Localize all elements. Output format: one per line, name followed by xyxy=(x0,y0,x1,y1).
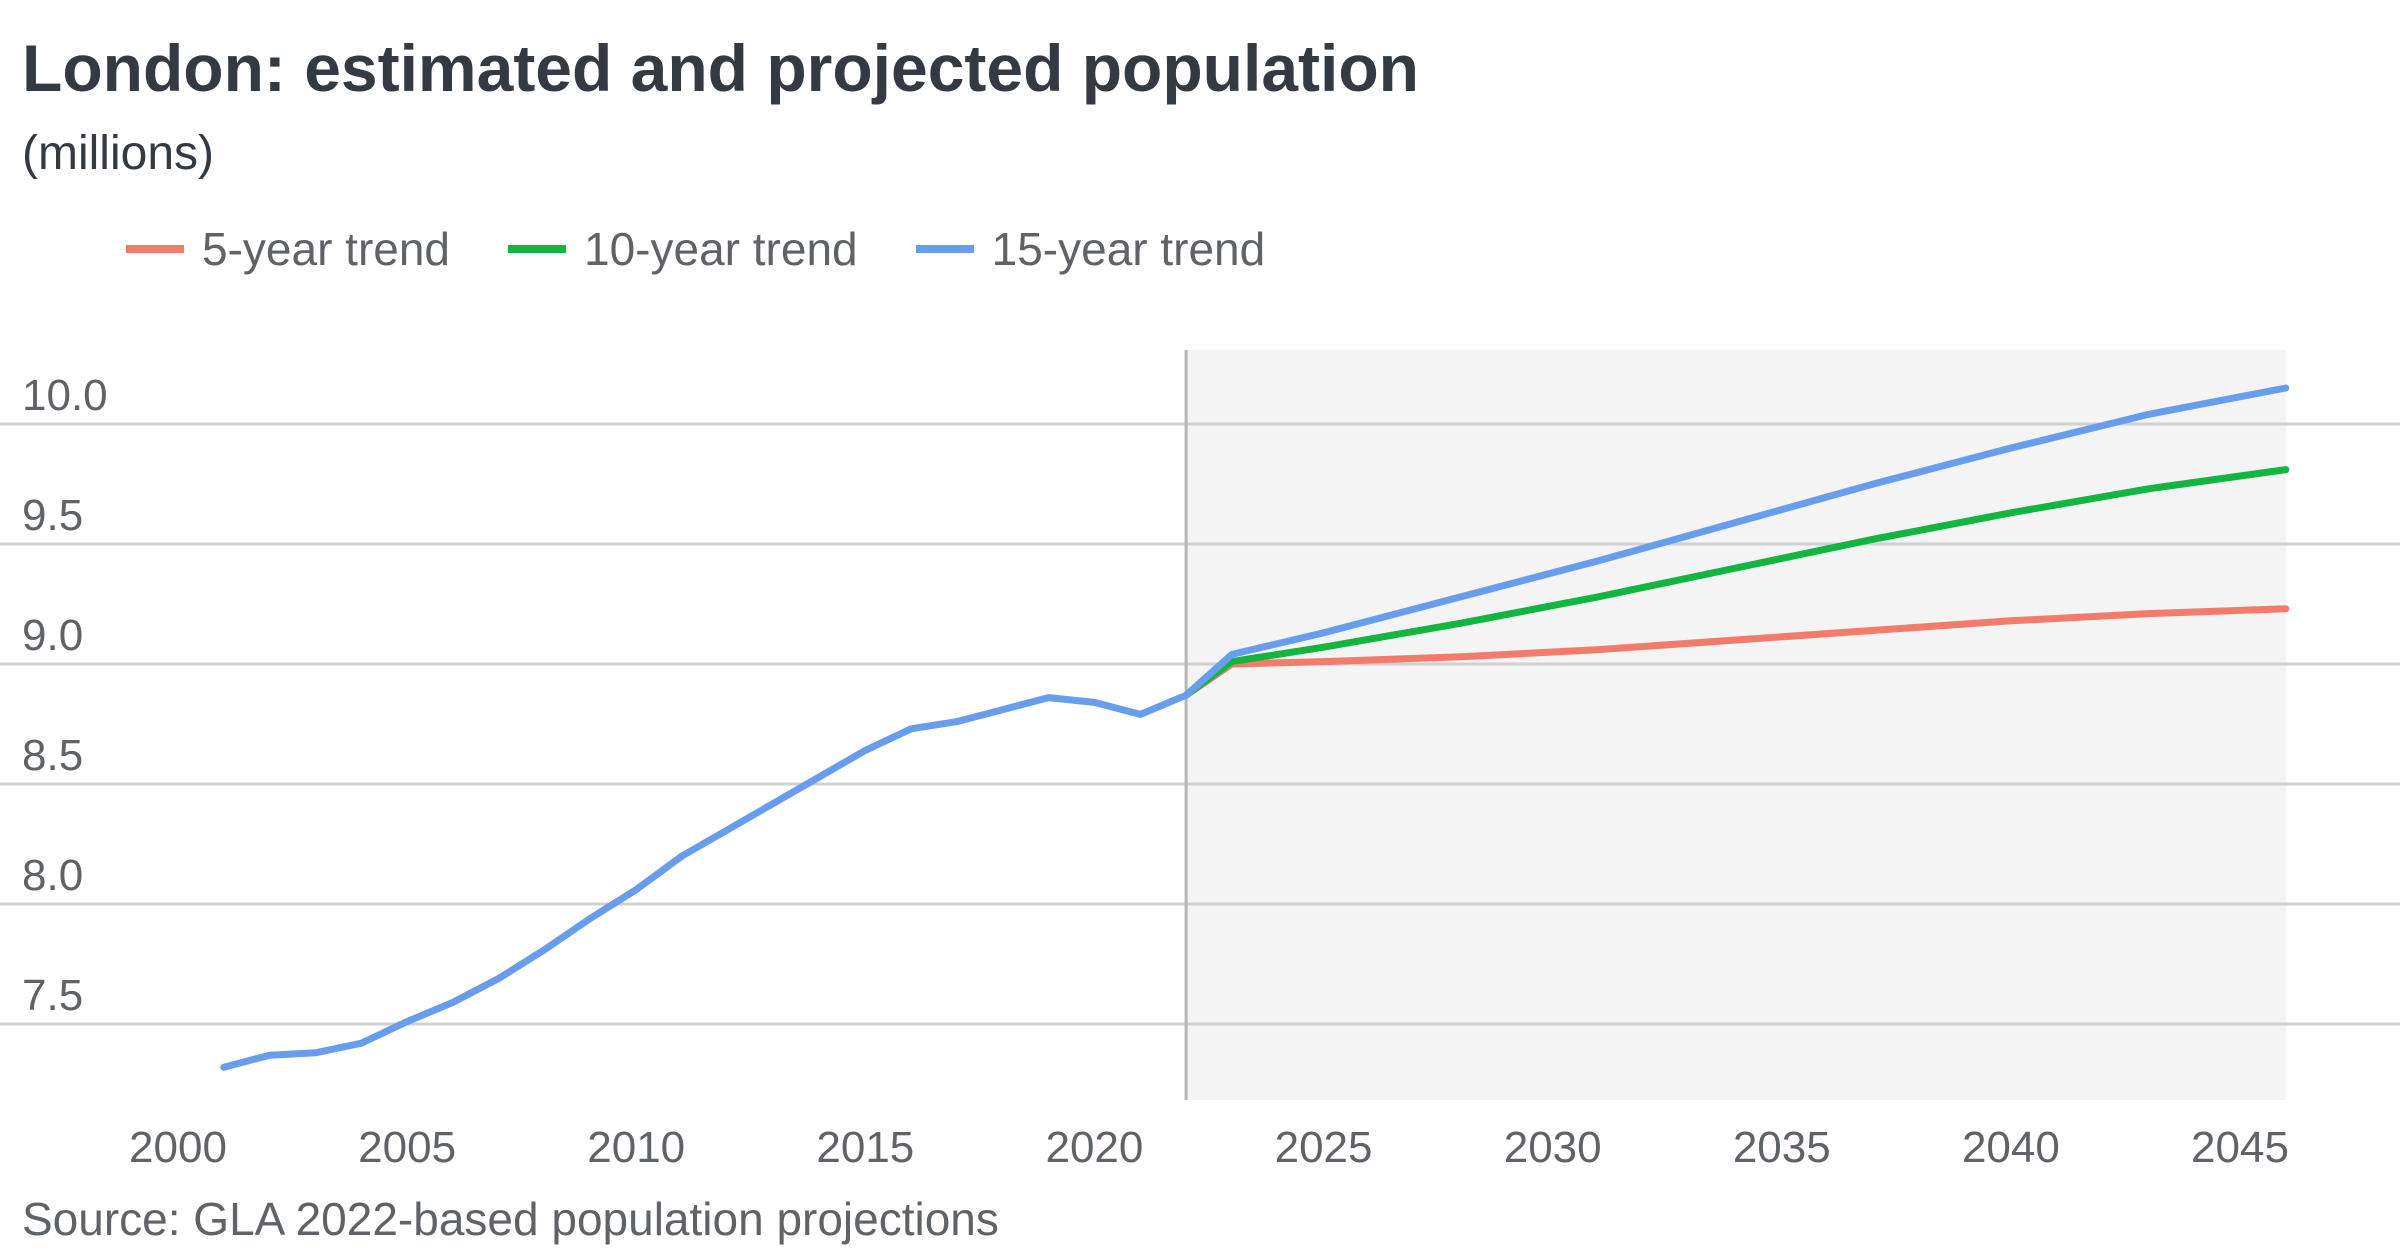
y-tick-label-8.5: 8.5 xyxy=(22,731,83,780)
x-tick-label-2040: 2040 xyxy=(1962,1123,2060,1172)
legend-swatch-15-year xyxy=(915,245,974,253)
x-tick-label-2045: 2045 xyxy=(2191,1123,2289,1172)
series-line-15-year-trend xyxy=(220,384,2290,1071)
legend-swatch-5-year xyxy=(126,245,184,253)
legend-item-10-year: 10-year trend xyxy=(508,222,858,276)
x-tick-label-2015: 2015 xyxy=(816,1123,914,1172)
x-tick-label-2030: 2030 xyxy=(1504,1123,1602,1172)
source-note: Source: GLA 2022-based population projec… xyxy=(22,1193,999,1245)
legend-label-15-year: 15-year trend xyxy=(991,223,1266,275)
line-chart: 7.5 8.0 8.5 9.0 9.5 10.0 2000 2005 2010 2015 2020 2… xyxy=(0,350,2400,1172)
legend-swatch-10-year xyxy=(508,245,567,253)
y-tick-label-7.5: 7.5 xyxy=(22,971,83,1020)
series-line-5-year-trend xyxy=(1182,605,2290,699)
y-tick-label-9.0: 9.0 xyxy=(22,611,83,660)
x-tick-label-2020: 2020 xyxy=(1045,1123,1143,1172)
legend-label-10-year: 10-year trend xyxy=(584,223,858,275)
x-tick-label-2005: 2005 xyxy=(358,1123,456,1172)
legend-item-15-year: 15-year trend xyxy=(915,222,1266,276)
legend: 5-year trend 10-year trend 15-year trend xyxy=(126,222,1323,276)
x-tick-label-2000: 2000 xyxy=(129,1123,227,1172)
legend-item-5-year: 5-year trend xyxy=(126,222,450,276)
x-tick-label-2010: 2010 xyxy=(587,1123,685,1172)
chart-subtitle: (millions) xyxy=(22,127,214,180)
y-tick-label-10.0: 10.0 xyxy=(22,371,108,420)
chart-title: London: estimated and projected populati… xyxy=(22,31,1419,105)
y-tick-label-8.0: 8.0 xyxy=(22,851,83,900)
y-tick-label-9.5: 9.5 xyxy=(22,491,83,540)
legend-label-5-year: 5-year trend xyxy=(202,223,451,275)
projection-shading xyxy=(1186,350,2286,1100)
series-line-10-year-trend xyxy=(1182,466,2290,699)
x-tick-label-2025: 2025 xyxy=(1275,1123,1373,1172)
x-tick-label-2035: 2035 xyxy=(1733,1123,1831,1172)
